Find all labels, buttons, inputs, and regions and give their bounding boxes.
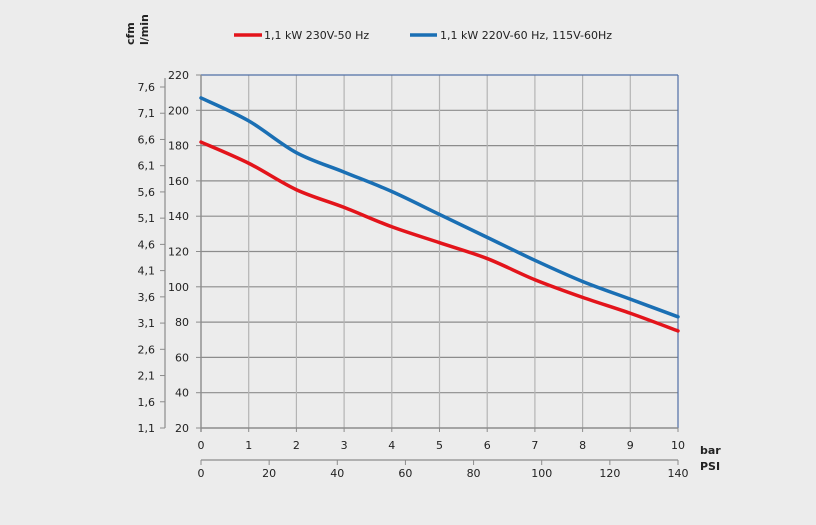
y2-tick-label: 6,6 — [138, 133, 156, 146]
legend: 1,1 kW 230V-50 Hz 1,1 kW 220V-60 Hz, 115… — [234, 29, 612, 42]
x-tick-label: 10 — [671, 439, 685, 452]
x2-tick-label: 0 — [198, 467, 205, 480]
y-tick-label: 100 — [168, 281, 189, 294]
y2-tick-label: 1,1 — [138, 422, 156, 435]
grid — [201, 75, 678, 428]
x2-tick-label: 80 — [467, 467, 481, 480]
y2-tick-label: 4,1 — [138, 265, 156, 278]
y2-tick-label: 3,1 — [138, 317, 156, 330]
x-axis-unit-label: bar — [700, 444, 721, 457]
y-tick-label: 220 — [168, 69, 189, 82]
y-tick-label: 160 — [168, 175, 189, 188]
y-tick-label: 60 — [175, 351, 189, 364]
x-tick-label: 8 — [579, 439, 586, 452]
x-tick-label: 9 — [627, 439, 634, 452]
y-tick-label: 40 — [175, 387, 189, 400]
x-tick-label: 3 — [341, 439, 348, 452]
x-tick-label: 1 — [245, 439, 252, 452]
x-tick-label: 5 — [436, 439, 443, 452]
y-axis-unit-label: l/min — [138, 14, 151, 45]
legend-label-series-0: 1,1 kW 230V-50 Hz — [264, 29, 369, 42]
y2-tick-label: 4,6 — [138, 238, 156, 251]
y2-tick-label: 3,6 — [138, 291, 156, 304]
y2-tick-label: 5,1 — [138, 212, 156, 225]
x-tick-label: 4 — [388, 439, 395, 452]
x2-tick-label: 140 — [668, 467, 689, 480]
y2-axis-unit-label: cfm — [124, 22, 137, 45]
y2-tick-label: 2,6 — [138, 343, 156, 356]
axes — [160, 74, 679, 465]
x2-tick-label: 100 — [531, 467, 552, 480]
y-tick-label: 140 — [168, 210, 189, 223]
y-tick-label: 180 — [168, 140, 189, 153]
y2-tick-label: 5,6 — [138, 186, 156, 199]
x2-tick-label: 60 — [398, 467, 412, 480]
x-tick-label: 0 — [198, 439, 205, 452]
y2-tick-label: 2,1 — [138, 370, 156, 383]
x2-tick-label: 120 — [599, 467, 620, 480]
y2-tick-label: 7,6 — [138, 81, 156, 94]
series-lines — [199, 96, 680, 333]
x2-tick-label: 40 — [330, 467, 344, 480]
x-tick-label: 6 — [484, 439, 491, 452]
y2-tick-label: 1,6 — [138, 396, 156, 409]
series-line-1 — [199, 96, 680, 319]
y-tick-label: 200 — [168, 104, 189, 117]
y2-tick-label: 7,1 — [138, 107, 156, 120]
y-tick-label: 120 — [168, 246, 189, 259]
x2-tick-label: 20 — [262, 467, 276, 480]
x2-axis-unit-label: PSI — [700, 460, 720, 473]
x-tick-label: 7 — [531, 439, 538, 452]
legend-label-series-1: 1,1 kW 220V-60 Hz, 115V-60Hz — [440, 29, 612, 42]
series-line-0 — [199, 140, 680, 333]
x-tick-label: 2 — [293, 439, 300, 452]
y2-tick-label: 6,1 — [138, 160, 156, 173]
y-tick-label: 20 — [175, 422, 189, 435]
y-tick-label: 80 — [175, 316, 189, 329]
